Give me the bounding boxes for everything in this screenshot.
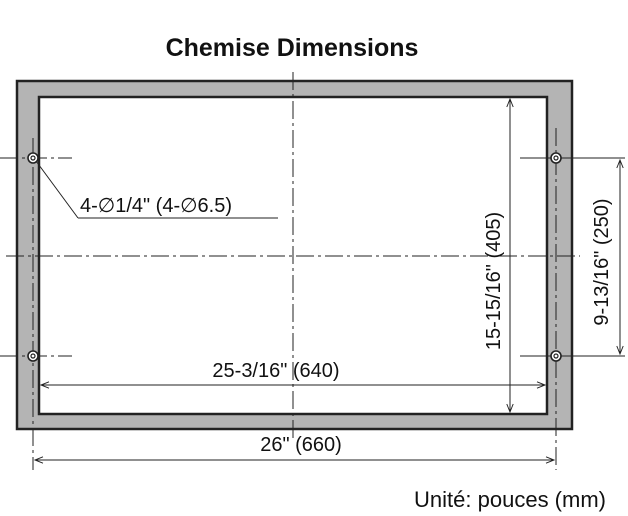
diagram-title: Chemise Dimensions [166, 34, 419, 62]
hole-callout-leader [35, 160, 79, 219]
mounting-hole-top-left [27, 152, 39, 164]
mounting-hole-top-right [550, 152, 562, 164]
unit-note: Unité: pouces (mm) [414, 487, 606, 512]
hole-callout-label: 4-∅1/4" (4-∅6.5) [80, 195, 232, 217]
inner-width-label: 25-3/16" (640) [212, 360, 339, 382]
inner-height-label: 15-15/16" (405) [483, 212, 505, 350]
hole-spacing-label: 9-13/16" (250) [591, 198, 613, 325]
mounting-hole-bottom-right [550, 350, 562, 362]
mounting-hole-bottom-left [27, 350, 39, 362]
outer-width-label: 26" (660) [260, 434, 342, 456]
